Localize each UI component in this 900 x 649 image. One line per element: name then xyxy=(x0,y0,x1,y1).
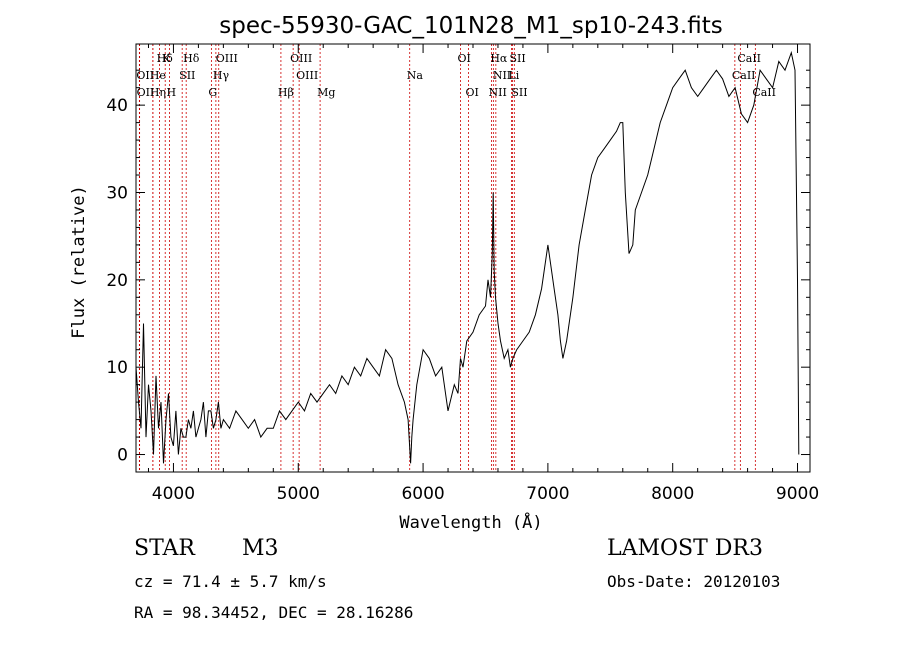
emission-line-label: He xyxy=(150,69,166,82)
y-tick-label: 10 xyxy=(106,358,128,378)
x-axis-ticks: 4000 5000 6000 7000 8000 9000 xyxy=(147,44,819,504)
x-tick-label: 8000 xyxy=(651,484,694,504)
emission-line-label: Na xyxy=(407,69,424,82)
emission-line-label: OIII xyxy=(296,69,318,82)
chart-title: spec-55930-GAC_101N28_M1_sp10-243.fits xyxy=(219,13,722,39)
redshift-velocity: cz = 71.4 ± 5.7 km/s xyxy=(134,572,327,591)
emission-line-label: SII xyxy=(511,86,527,99)
emission-line-label: Hα xyxy=(490,52,508,65)
emission-line-label: SII xyxy=(509,52,525,65)
emission-line-label: Hδ xyxy=(183,52,200,65)
emission-line-label: CaII xyxy=(732,69,756,82)
y-axis-label: Flux (relative) xyxy=(69,185,89,339)
emission-line-label: OI xyxy=(466,86,479,99)
emission-line-label: Hδ xyxy=(157,52,174,65)
x-axis-label: Wavelength (Å) xyxy=(399,511,542,533)
emission-line-label: OI xyxy=(458,52,471,65)
emission-line-label: CaII xyxy=(737,52,761,65)
emission-line-label: OII xyxy=(136,69,154,82)
emission-line-label: H xyxy=(166,86,176,99)
y-tick-label: 20 xyxy=(106,271,128,291)
emission-line-label: OIII xyxy=(290,52,312,65)
emission-line-label: CaII xyxy=(752,86,776,99)
x-tick-label: 7000 xyxy=(526,484,569,504)
x-tick-label: 5000 xyxy=(277,484,320,504)
y-tick-label: 30 xyxy=(106,183,128,203)
emission-line-label: Mg xyxy=(317,86,335,99)
observation-date: Obs-Date: 20120103 xyxy=(607,572,781,591)
emission-line-label: Li xyxy=(508,69,519,82)
survey-name: LAMOST DR3 xyxy=(607,536,763,561)
emission-line-label: K xyxy=(162,52,171,65)
emission-line-label: NII xyxy=(493,69,511,82)
y-tick-label: 40 xyxy=(106,96,128,116)
emission-line-label: G xyxy=(208,86,217,99)
coordinates: RA = 98.34452, DEC = 28.16286 xyxy=(134,603,414,622)
emission-line-label: Hγ xyxy=(213,69,230,82)
emission-line-label: OII xyxy=(137,86,155,99)
emission-line-label: OIII xyxy=(216,52,238,65)
object-class: STAR xyxy=(134,536,195,561)
emission-line-label: SII xyxy=(179,69,195,82)
plot-frame xyxy=(135,43,811,473)
object-subclass: M3 xyxy=(242,536,279,561)
y-tick-label: 0 xyxy=(117,446,128,466)
emission-line-label: NII xyxy=(488,86,506,99)
emission-line-markers xyxy=(138,44,756,472)
x-tick-label: 4000 xyxy=(152,484,195,504)
x-tick-label: 6000 xyxy=(401,484,444,504)
emission-line-label: Hβ xyxy=(278,86,294,99)
spectrum-line xyxy=(135,50,800,464)
emission-line-label: Hη xyxy=(150,86,166,99)
x-tick-label: 9000 xyxy=(776,484,819,504)
y-axis-ticks: 0 10 20 30 40 xyxy=(106,69,810,466)
